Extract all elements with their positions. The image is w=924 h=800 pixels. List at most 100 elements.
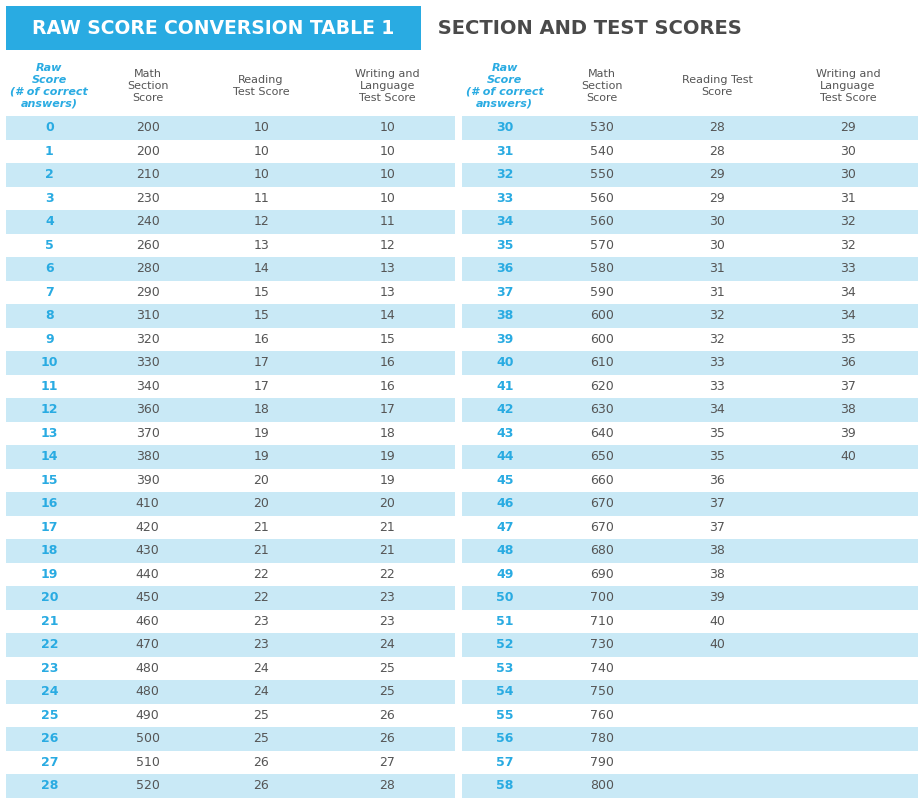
Text: 54: 54	[496, 686, 514, 698]
Bar	[462, 281, 918, 304]
Text: 610: 610	[590, 356, 614, 370]
Text: 50: 50	[496, 591, 514, 604]
Bar	[462, 680, 918, 703]
Text: 30: 30	[710, 238, 725, 252]
Text: 43: 43	[496, 426, 514, 440]
Bar	[462, 469, 918, 492]
Text: 200: 200	[136, 145, 160, 158]
Bar	[6, 610, 455, 633]
Text: 33: 33	[496, 192, 514, 205]
Text: 37: 37	[710, 498, 725, 510]
Text: 36: 36	[710, 474, 725, 486]
Text: 430: 430	[136, 544, 160, 558]
Text: 20: 20	[253, 474, 269, 486]
Text: 21: 21	[253, 521, 269, 534]
Text: 21: 21	[41, 614, 58, 628]
Text: 570: 570	[590, 238, 614, 252]
Text: 670: 670	[590, 521, 614, 534]
Text: 34: 34	[840, 310, 856, 322]
Text: 31: 31	[496, 145, 514, 158]
Text: 700: 700	[590, 591, 614, 604]
Text: 17: 17	[253, 356, 269, 370]
Text: 21: 21	[380, 521, 395, 534]
Bar	[6, 492, 455, 515]
Text: 1: 1	[45, 145, 54, 158]
Text: 23: 23	[380, 614, 395, 628]
Text: 10: 10	[380, 145, 395, 158]
Text: 600: 600	[590, 333, 614, 346]
Text: 15: 15	[253, 310, 269, 322]
Text: 320: 320	[136, 333, 160, 346]
Text: 46: 46	[496, 498, 514, 510]
Text: 390: 390	[136, 474, 160, 486]
Text: 35: 35	[710, 450, 725, 463]
Bar	[462, 163, 918, 186]
Text: 23: 23	[253, 614, 269, 628]
Text: Reading
Test Score: Reading Test Score	[233, 75, 289, 97]
Text: 51: 51	[496, 614, 514, 628]
Text: 13: 13	[380, 262, 395, 275]
Text: 18: 18	[41, 544, 58, 558]
Text: 37: 37	[710, 521, 725, 534]
Text: 710: 710	[590, 614, 614, 628]
Text: 340: 340	[136, 380, 160, 393]
Text: 31: 31	[840, 192, 856, 205]
Text: 29: 29	[710, 192, 725, 205]
Text: 39: 39	[710, 591, 725, 604]
Text: 410: 410	[136, 498, 160, 510]
Text: 44: 44	[496, 450, 514, 463]
Text: 580: 580	[590, 262, 614, 275]
Bar	[6, 727, 455, 750]
Text: 21: 21	[253, 544, 269, 558]
Text: 13: 13	[380, 286, 395, 298]
Text: 34: 34	[710, 403, 725, 416]
Text: 26: 26	[253, 756, 269, 769]
Text: 29: 29	[840, 122, 856, 134]
Bar	[6, 703, 455, 727]
Text: 9: 9	[45, 333, 54, 346]
Bar	[6, 234, 455, 257]
Text: 33: 33	[710, 356, 725, 370]
Text: 36: 36	[840, 356, 856, 370]
Text: 34: 34	[496, 215, 514, 228]
Text: 24: 24	[253, 662, 269, 674]
Text: Writing and
Language
Test Score: Writing and Language Test Score	[816, 69, 881, 103]
Text: 31: 31	[710, 286, 725, 298]
Text: 36: 36	[496, 262, 514, 275]
Text: 10: 10	[41, 356, 58, 370]
Text: 550: 550	[590, 168, 614, 182]
Text: 15: 15	[380, 333, 395, 346]
Text: 260: 260	[136, 238, 160, 252]
Text: 440: 440	[136, 568, 160, 581]
Bar	[6, 281, 455, 304]
Text: 490: 490	[136, 709, 160, 722]
Bar	[6, 304, 455, 327]
Text: 780: 780	[590, 732, 614, 746]
Text: 18: 18	[253, 403, 269, 416]
Bar	[6, 186, 455, 210]
Text: Math
Section
Score: Math Section Score	[127, 69, 168, 103]
Bar	[462, 210, 918, 234]
Bar	[462, 374, 918, 398]
Text: 41: 41	[496, 380, 514, 393]
Text: 12: 12	[253, 215, 269, 228]
Text: 210: 210	[136, 168, 160, 182]
Text: 40: 40	[840, 450, 856, 463]
Text: 690: 690	[590, 568, 614, 581]
Text: 6: 6	[45, 262, 54, 275]
Bar	[6, 469, 455, 492]
Text: 560: 560	[590, 192, 614, 205]
Bar	[6, 351, 455, 374]
Text: 680: 680	[590, 544, 614, 558]
Text: 30: 30	[496, 122, 514, 134]
Text: 230: 230	[136, 192, 160, 205]
Bar	[462, 445, 918, 469]
Text: 10: 10	[253, 168, 269, 182]
Text: 25: 25	[253, 732, 269, 746]
Bar	[6, 210, 455, 234]
Text: 32: 32	[496, 168, 514, 182]
Text: 48: 48	[496, 544, 514, 558]
Bar	[6, 562, 455, 586]
Text: 18: 18	[380, 426, 395, 440]
Bar	[462, 750, 918, 774]
